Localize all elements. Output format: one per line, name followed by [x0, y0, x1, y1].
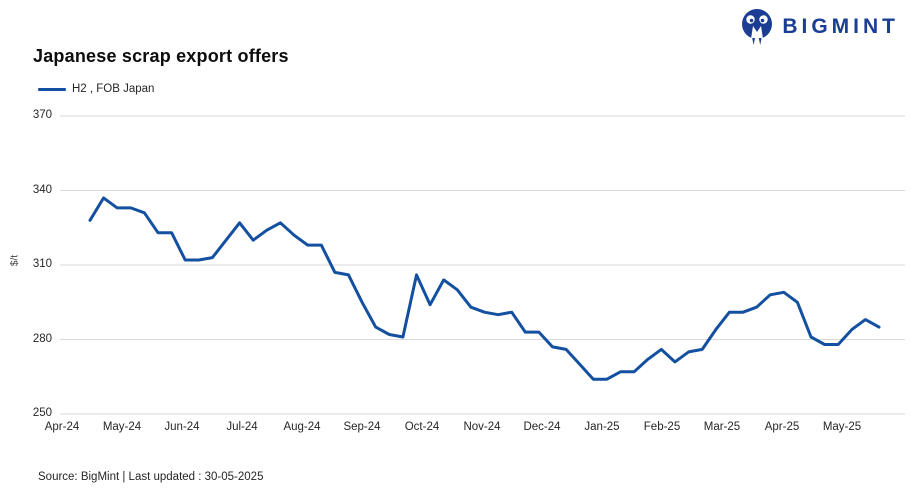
x-tick-label: Oct-24	[404, 421, 440, 433]
x-tick-label: Mar-25	[703, 421, 741, 433]
x-tick-label: Jan-25	[584, 421, 620, 433]
x-tick-label: Jun-24	[164, 421, 200, 433]
y-tick-label: 370	[32, 109, 52, 121]
x-tick-label: Apr-25	[764, 421, 800, 433]
legend-line-swatch	[38, 87, 66, 91]
line-chart: $/t 370 340 310 280 250 Apr-24 May-24 Jun-24 Ju…	[10, 109, 905, 433]
y-tick-label: 280	[32, 332, 52, 345]
x-tick-label: May-25	[822, 421, 862, 433]
x-tick-label: Feb-25	[643, 421, 681, 433]
source-note: Source: BigMint | Last updated : 30-05-2…	[38, 471, 264, 483]
bigmint-logo-text: BIGMINT	[782, 15, 899, 38]
bigmint-logo-icon	[742, 9, 773, 45]
x-tick-label: Dec-24	[523, 421, 561, 433]
chart-canvas	[60, 115, 905, 415]
x-tick-label: Apr-24	[44, 421, 80, 433]
x-tick-label: Jul-24	[226, 421, 258, 433]
x-tick-label: Sep-24	[343, 421, 381, 433]
x-tick-label: Aug-24	[283, 421, 321, 433]
series-line-h2-fob-japan	[88, 196, 881, 381]
y-tick-label: 340	[32, 183, 52, 196]
y-tick-label: 250	[32, 407, 52, 419]
x-tick-label: Nov-24	[463, 421, 501, 433]
legend-label: H2 , FOB Japan	[72, 83, 155, 95]
x-tick-label: May-24	[102, 421, 142, 433]
legend: H2 , FOB Japan	[38, 83, 154, 95]
page-title: Japanese scrap export offers	[33, 46, 289, 66]
bigmint-logo: BIGMINT	[740, 8, 899, 46]
y-tick-label: 310	[32, 258, 52, 270]
